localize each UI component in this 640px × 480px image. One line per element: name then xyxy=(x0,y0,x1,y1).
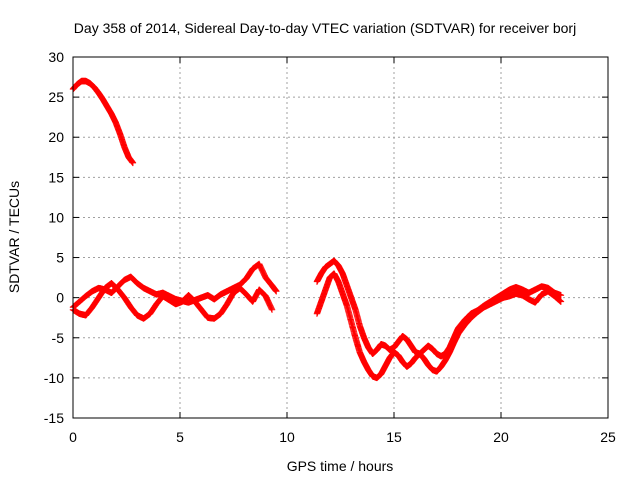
y-tick-label: 5 xyxy=(56,250,64,266)
y-tick-label: 0 xyxy=(56,290,64,306)
data-point xyxy=(557,298,565,305)
x-tick-label: 5 xyxy=(176,429,184,445)
series-band-c xyxy=(313,257,565,360)
x-tick-label: 0 xyxy=(69,429,77,445)
x-axis-label: GPS time / hours xyxy=(287,458,394,474)
data-point xyxy=(273,288,280,295)
x-tick-label: 20 xyxy=(493,429,509,445)
y-tick-label: 10 xyxy=(48,209,64,225)
y-axis-label: SDTVAR / TECUs xyxy=(6,181,22,293)
series-band-d xyxy=(313,270,565,382)
plot-frame xyxy=(72,56,609,419)
x-tick-label: 25 xyxy=(600,429,616,445)
y-tick-label: 20 xyxy=(48,129,64,145)
y-tick-label: 30 xyxy=(48,49,64,65)
y-tick-label: -15 xyxy=(44,410,64,426)
data-point xyxy=(268,306,276,313)
data-point xyxy=(129,159,137,167)
y-tick-label: -5 xyxy=(52,330,65,346)
grid-lines xyxy=(73,57,608,418)
x-tick-label: 10 xyxy=(279,429,295,445)
y-tick-label: -10 xyxy=(44,370,64,386)
data-points xyxy=(69,77,565,382)
y-tick-label: 15 xyxy=(48,169,64,185)
axis-ticks: 0 5 10 15 20 25 -15 -10 -5 0 5 10 15 20 25 30 xyxy=(44,49,616,445)
series-high-arc xyxy=(69,77,137,167)
x-tick-label: 15 xyxy=(386,429,402,445)
data-point xyxy=(557,292,565,299)
series-band-b xyxy=(69,280,276,322)
chart-title: Day 358 of 2014, Sidereal Day-to-day VTE… xyxy=(74,20,576,36)
y-tick-label: 25 xyxy=(48,89,64,105)
